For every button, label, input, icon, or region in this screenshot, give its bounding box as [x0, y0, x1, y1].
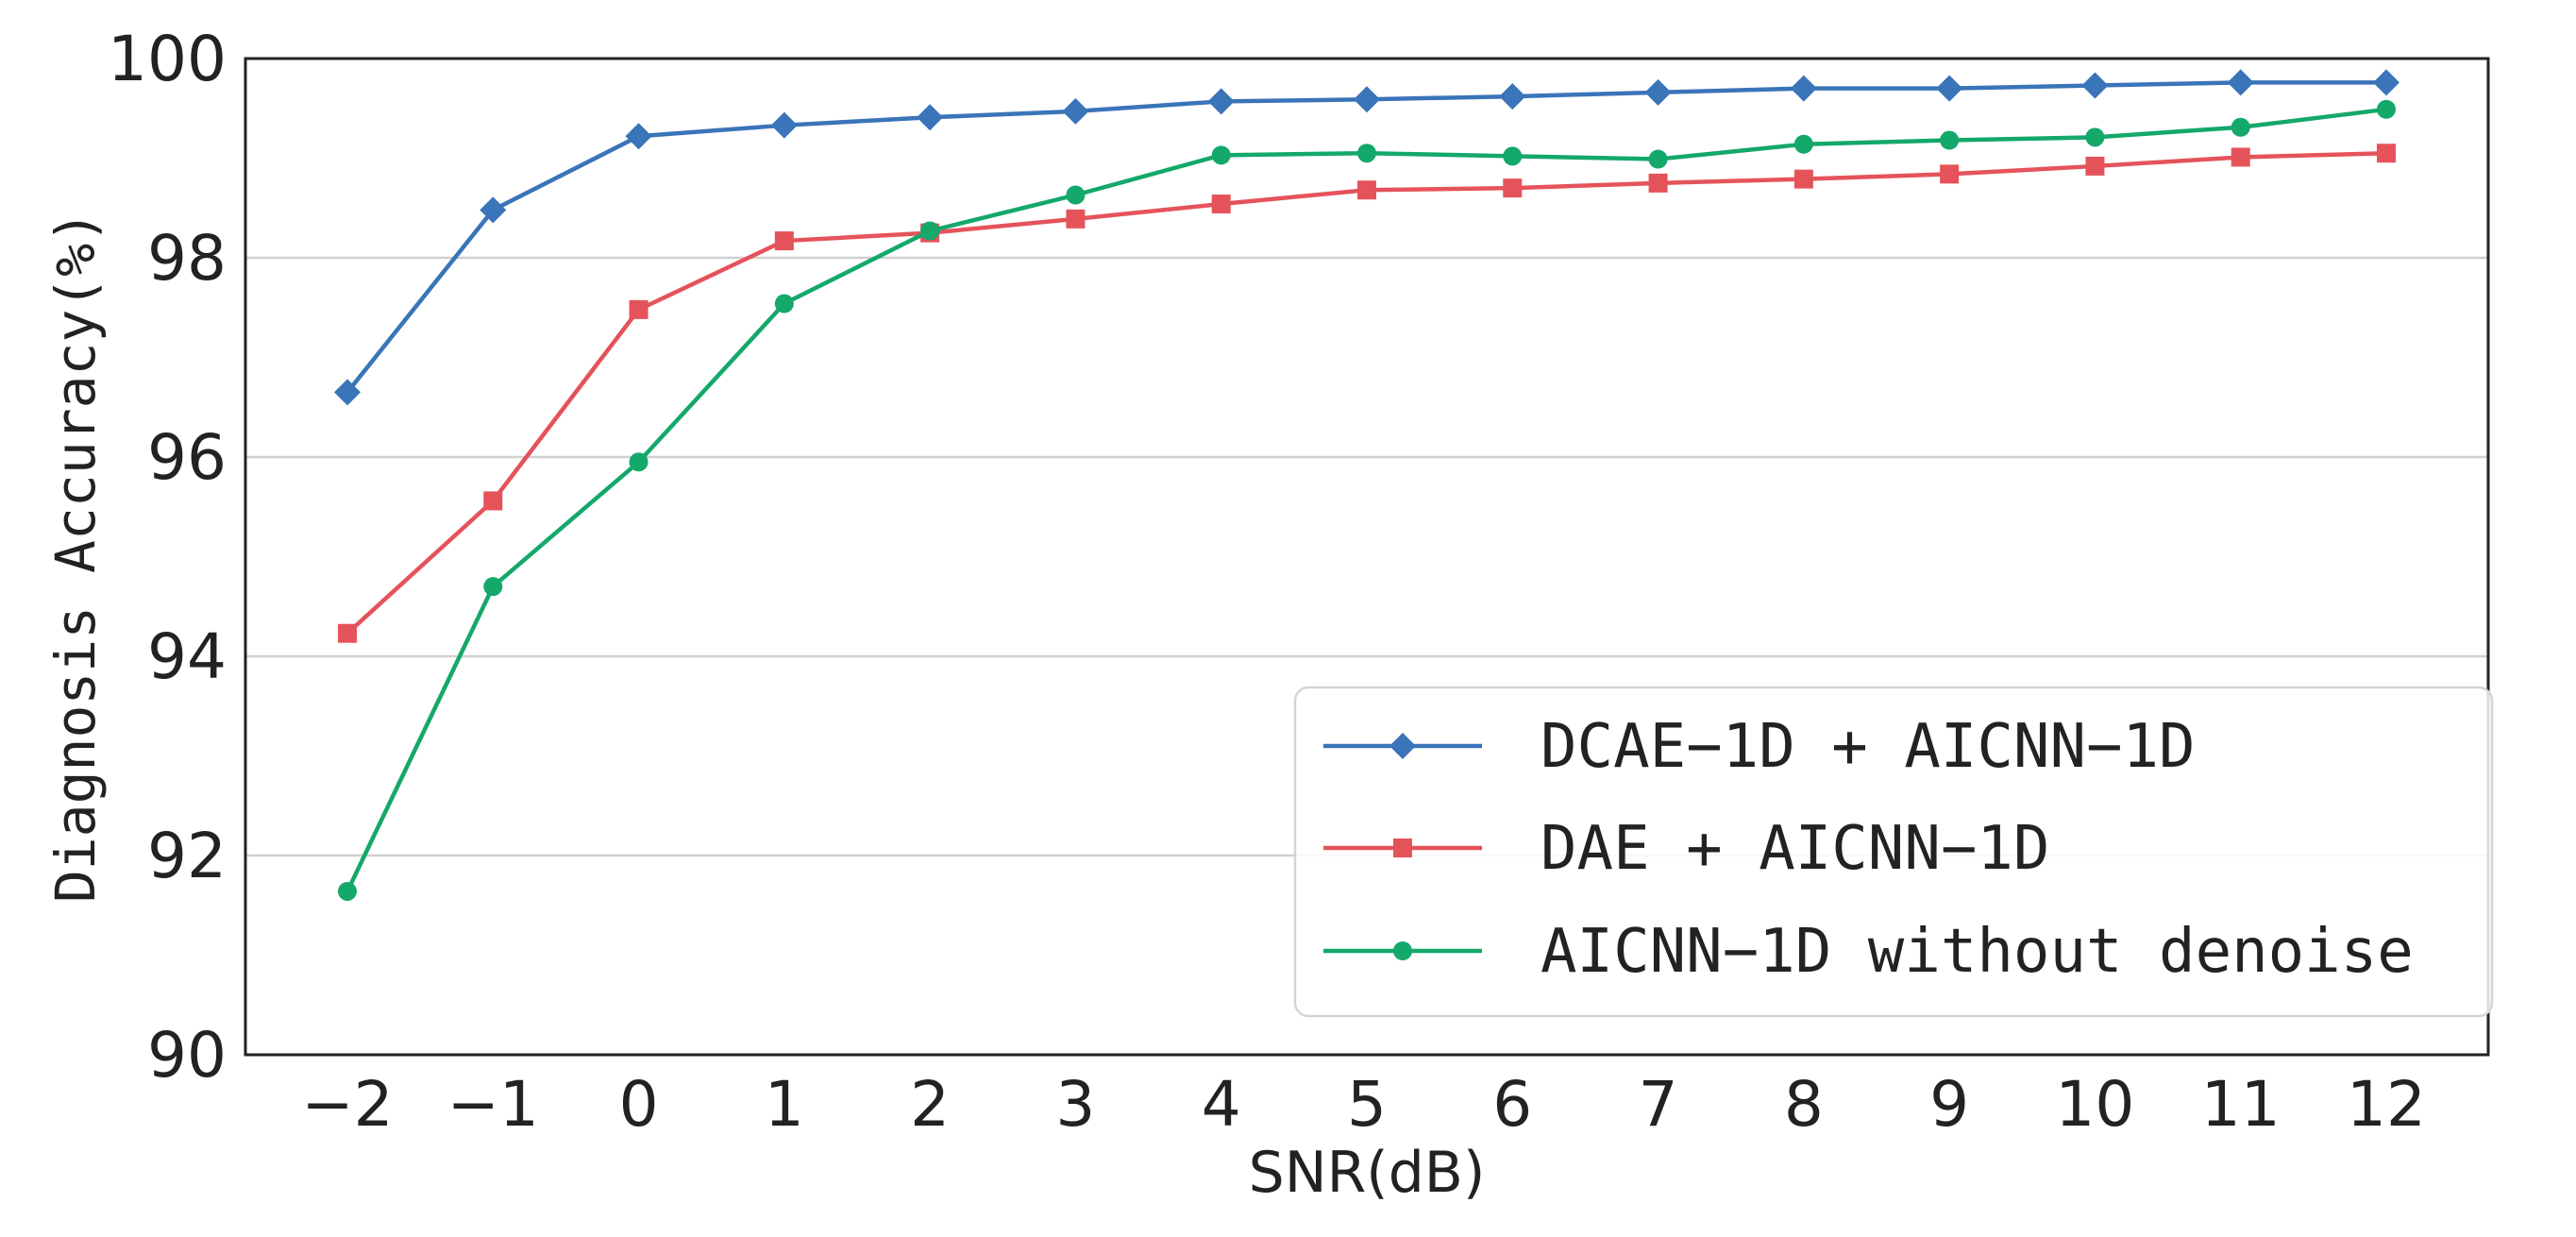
data-point	[1793, 134, 1813, 154]
y-tick-label: 92	[147, 820, 227, 892]
data-point	[1354, 86, 1380, 113]
series-3	[338, 99, 2396, 901]
data-point	[1644, 78, 1672, 106]
data-point	[917, 104, 944, 131]
data-point	[1503, 178, 1523, 198]
data-point	[1357, 180, 1376, 200]
data-point	[2231, 147, 2250, 167]
data-point	[1066, 209, 1086, 229]
y-axis-title: Diagnosis Accuracy(%)	[43, 211, 108, 903]
data-point	[1648, 173, 1668, 193]
data-point	[774, 294, 794, 313]
legend-label: AICNN−1D without denoise	[1541, 917, 2414, 987]
data-point	[1357, 144, 1376, 163]
series-1	[334, 69, 2399, 406]
data-point	[2377, 144, 2396, 163]
x-tick-label: 2	[910, 1068, 950, 1141]
x-tick-label: 10	[2055, 1068, 2134, 1141]
data-point	[629, 299, 648, 319]
x-tick-label: 4	[1202, 1068, 1241, 1141]
data-point	[483, 491, 503, 511]
legend-label: DCAE−1D + AICNN−1D	[1541, 712, 2196, 782]
x-tick-label: 0	[619, 1068, 659, 1141]
legend-marker	[1389, 733, 1416, 759]
data-point	[2227, 69, 2254, 96]
x-tick-label: 11	[2201, 1068, 2281, 1141]
y-tick-label: 96	[147, 421, 227, 494]
legend-label: DAE + AICNN−1D	[1541, 814, 2049, 884]
data-point	[2081, 72, 2109, 99]
x-tick-label: 8	[1784, 1068, 1824, 1141]
plot-frame	[244, 57, 2490, 1057]
legend-marker	[1393, 839, 1412, 857]
y-tick-label: 94	[147, 620, 227, 693]
legend-item-3: AICNN−1D without denoise	[1323, 917, 2414, 987]
x-tick-label: 6	[1492, 1068, 1532, 1141]
data-point	[1211, 195, 1231, 214]
legend-item-1: DCAE−1D + AICNN−1D	[1323, 712, 2196, 782]
x-tick-label: 3	[1055, 1068, 1095, 1141]
x-tick-label: −2	[301, 1068, 393, 1141]
y-tick-label: 98	[147, 222, 227, 295]
data-point	[2085, 156, 2105, 176]
x-tick-label: 12	[2347, 1068, 2426, 1141]
data-point	[920, 221, 940, 241]
x-tick-label: 1	[765, 1068, 804, 1141]
x-tick-label: −1	[447, 1068, 539, 1141]
data-point	[1207, 88, 1235, 115]
y-tick-label: 90	[147, 1019, 227, 1092]
data-point	[625, 123, 652, 150]
data-point	[1648, 149, 1668, 169]
data-point	[2377, 99, 2396, 119]
data-point	[480, 196, 507, 224]
data-point	[338, 623, 357, 643]
legend-marker	[1393, 941, 1412, 960]
data-point	[774, 231, 794, 251]
data-point	[1211, 145, 1231, 165]
data-point	[1940, 130, 1960, 150]
x-axis-title: SNR(dB)	[1249, 1140, 1486, 1206]
y-tick-label: 100	[108, 23, 227, 95]
legend-items: DCAE−1D + AICNN−1D DAE + AICNN−1D AICNN−1D…	[1323, 712, 2414, 987]
data-point	[483, 577, 503, 597]
data-point	[629, 452, 648, 472]
x-tick-label: 5	[1347, 1068, 1387, 1141]
legend-item-2: DAE + AICNN−1D	[1323, 814, 2049, 884]
data-point	[1503, 146, 1523, 166]
data-point	[1062, 97, 1089, 125]
data-point	[1499, 83, 1526, 110]
data-point	[338, 881, 357, 901]
data-point	[1790, 75, 1817, 102]
data-point	[770, 111, 798, 139]
legend-box	[1293, 686, 2494, 1018]
data-point	[1066, 185, 1086, 205]
data-point	[1936, 75, 1963, 102]
x-tick-label: 7	[1639, 1068, 1678, 1141]
data-point	[2085, 127, 2105, 147]
legend: DCAE−1D + AICNN−1D DAE + AICNN−1D AICNN−1D…	[1293, 686, 2494, 1018]
x-tick-label: 9	[1929, 1068, 1969, 1141]
data-point	[334, 379, 361, 406]
data-point	[2231, 117, 2250, 137]
data-point	[1793, 169, 1813, 189]
series-layer	[334, 69, 2399, 901]
data-point	[1940, 164, 1960, 184]
data-point	[2373, 69, 2399, 96]
